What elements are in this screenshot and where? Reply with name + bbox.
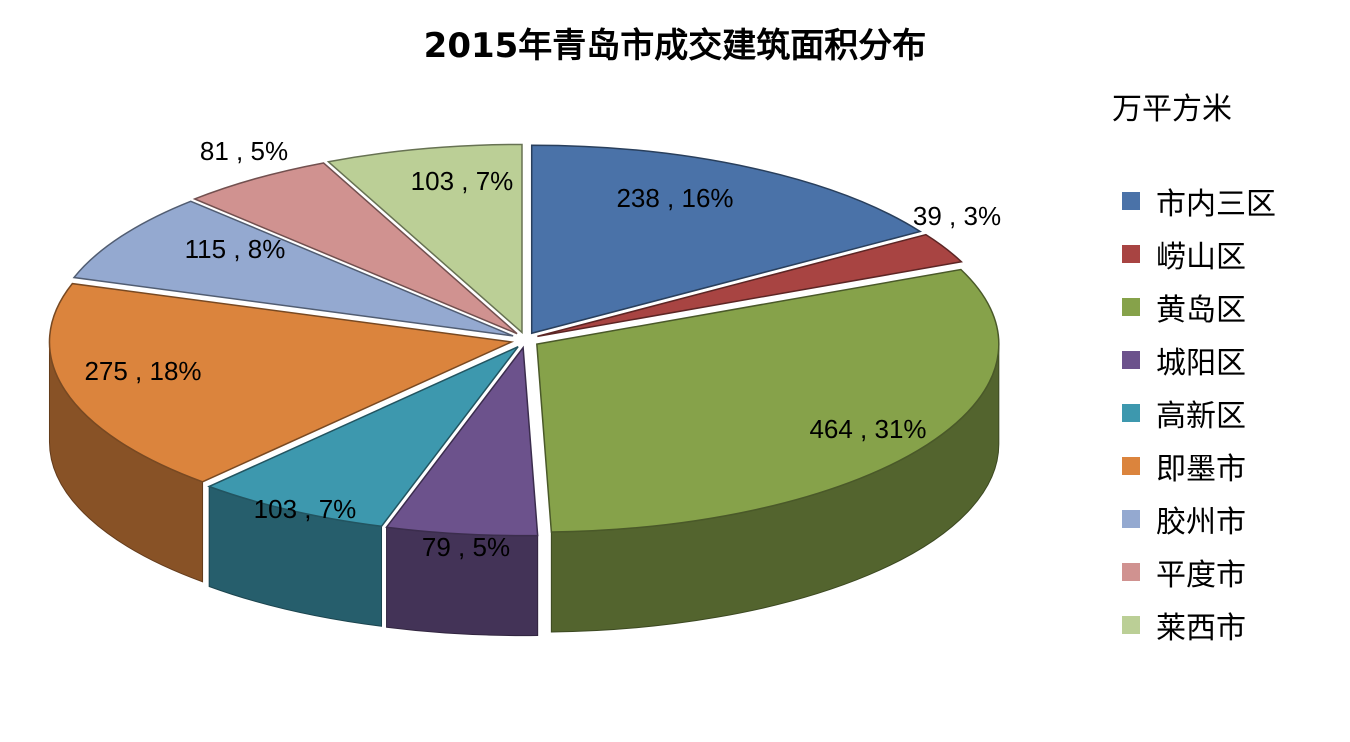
legend-swatch xyxy=(1122,456,1140,475)
pie-slice[interactable] xyxy=(72,200,514,337)
legend-swatch xyxy=(1122,297,1140,316)
data-label: 275 , 18% xyxy=(84,356,201,386)
legend-swatch xyxy=(1122,615,1140,634)
legend-item: 市内三区 xyxy=(1122,174,1276,227)
legend-label: 城阳区 xyxy=(1156,345,1246,381)
pie-slice[interactable] xyxy=(48,282,515,483)
pie-slice[interactable] xyxy=(536,268,1000,533)
pie-slice[interactable] xyxy=(207,346,519,528)
legend-item: 胶州市 xyxy=(1122,492,1276,545)
legend-label: 胶州市 xyxy=(1156,504,1246,540)
legend-item: 即墨市 xyxy=(1122,439,1276,492)
legend-item: 平度市 xyxy=(1122,545,1276,598)
pie-slice[interactable] xyxy=(530,144,923,335)
data-label: 79 , 5% xyxy=(422,532,510,562)
data-label: 103 , 7% xyxy=(411,166,514,196)
legend-label: 黄岛区 xyxy=(1156,292,1246,328)
legend-label: 即墨市 xyxy=(1156,451,1246,487)
legend-label: 莱西市 xyxy=(1156,610,1246,646)
pie-slice[interactable] xyxy=(326,143,523,335)
pie-slice[interactable] xyxy=(192,162,518,335)
legend-swatch xyxy=(1122,244,1140,263)
legend-swatch xyxy=(1122,403,1140,422)
data-label: 39 , 3% xyxy=(913,201,1001,231)
legend: 市内三区 崂山区 黄岛区 城阳区 高新区 即墨市 胶州市 平度市 莱西市 xyxy=(1122,174,1276,651)
pie-slice[interactable] xyxy=(385,345,539,537)
legend-label: 高新区 xyxy=(1156,398,1246,434)
legend-swatch xyxy=(1122,191,1140,210)
legend-item: 城阳区 xyxy=(1122,333,1276,386)
data-label: 103 , 7% xyxy=(254,494,357,524)
data-label: 464 , 31% xyxy=(809,414,926,444)
legend-item: 高新区 xyxy=(1122,386,1276,439)
legend-item: 莱西市 xyxy=(1122,598,1276,651)
data-label: 238 , 16% xyxy=(616,183,733,213)
legend-label: 市内三区 xyxy=(1156,186,1276,222)
pie-slice[interactable] xyxy=(537,233,964,338)
chart-title: 2015年青岛市成交建筑面积分布 xyxy=(423,26,927,66)
data-label: 81 , 5% xyxy=(200,136,288,166)
data-label: 115 , 8% xyxy=(185,234,286,264)
legend-swatch xyxy=(1122,562,1140,581)
unit-label: 万平方米 xyxy=(1112,92,1232,127)
legend-item: 黄岛区 xyxy=(1122,280,1276,333)
legend-label: 崂山区 xyxy=(1156,239,1246,275)
legend-item: 崂山区 xyxy=(1122,227,1276,280)
legend-swatch xyxy=(1122,509,1140,528)
legend-label: 平度市 xyxy=(1156,557,1246,593)
legend-swatch xyxy=(1122,350,1140,369)
